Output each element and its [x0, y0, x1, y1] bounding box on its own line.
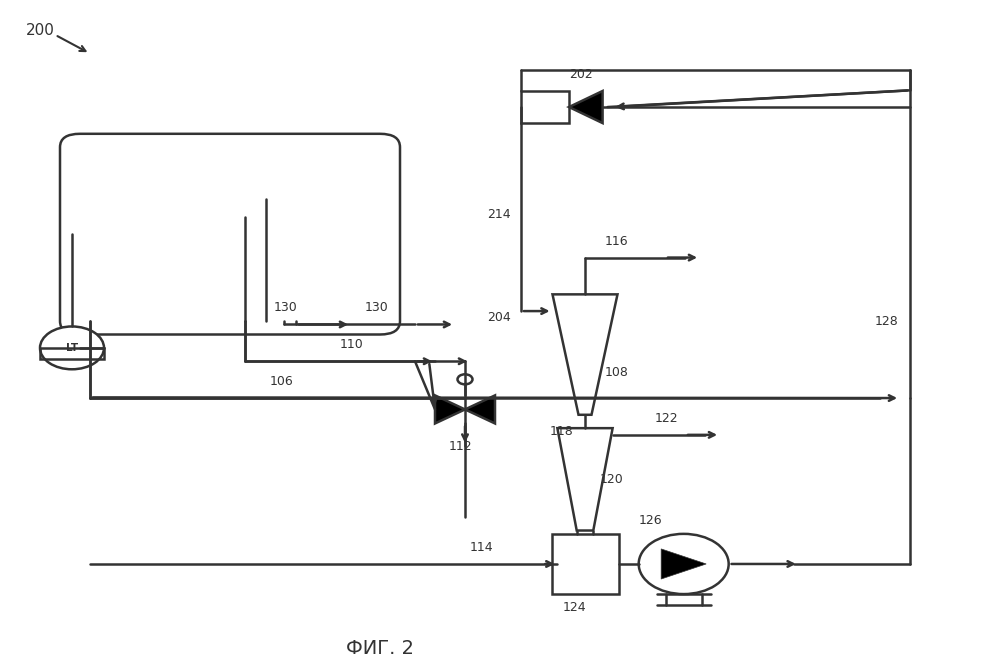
Text: 106: 106 [270, 375, 294, 388]
Text: 112: 112 [448, 440, 472, 452]
Text: 204: 204 [487, 311, 511, 324]
Text: 118: 118 [550, 425, 574, 438]
Text: 124: 124 [562, 601, 586, 613]
Text: 200: 200 [26, 23, 54, 37]
Circle shape [40, 326, 104, 369]
Bar [40, 348, 104, 359]
Text: 120: 120 [600, 473, 624, 486]
Text: 202: 202 [569, 68, 593, 82]
Text: 130: 130 [365, 302, 389, 314]
Bar [552, 534, 619, 594]
Text: 114: 114 [470, 541, 494, 554]
Polygon shape [435, 395, 465, 423]
Text: LT: LT [66, 343, 78, 353]
Text: 116: 116 [605, 235, 629, 248]
Text: 108: 108 [605, 366, 629, 379]
Polygon shape [465, 395, 495, 423]
Text: 214: 214 [487, 207, 511, 221]
Polygon shape [557, 428, 613, 531]
Polygon shape [661, 549, 706, 579]
Text: 130: 130 [274, 302, 298, 314]
Polygon shape [552, 294, 617, 415]
Circle shape [639, 534, 729, 594]
Text: ФИГ. 2: ФИГ. 2 [346, 640, 414, 658]
FancyBboxPatch shape [60, 134, 400, 334]
Text: 110: 110 [340, 339, 364, 351]
Text: 126: 126 [639, 514, 662, 527]
Bar [521, 91, 569, 123]
Text: 122: 122 [655, 412, 679, 425]
Text: 128: 128 [875, 314, 899, 328]
Circle shape [458, 375, 473, 384]
Polygon shape [569, 91, 603, 123]
